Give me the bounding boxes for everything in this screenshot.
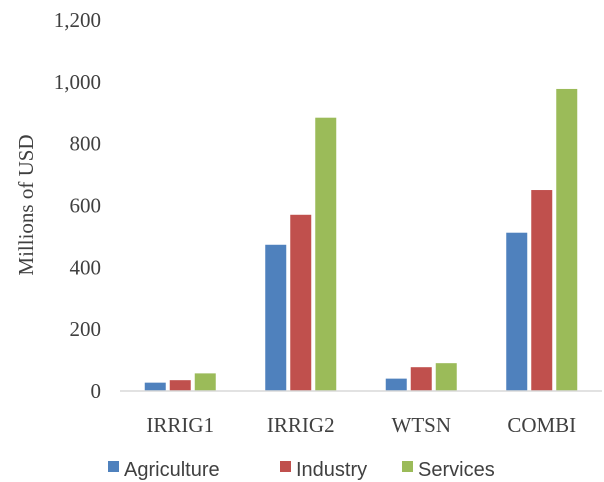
y-tick-label: 0 — [91, 379, 102, 403]
y-tick-label: 1,000 — [54, 70, 101, 94]
y-tick-label: 400 — [70, 255, 102, 279]
y-tick-label: 1,200 — [54, 8, 101, 32]
legend-swatch-industry — [280, 461, 291, 472]
x-tick-label: COMBI — [507, 413, 576, 437]
x-tick-label: IRRIG2 — [267, 413, 335, 437]
bar-services-irrig1 — [194, 373, 216, 391]
bar-services-combi — [556, 88, 578, 392]
legend-label-agriculture: Agriculture — [124, 459, 220, 481]
bar-industry-wtsn — [410, 367, 432, 391]
bars-group — [144, 88, 578, 392]
bar-industry-combi — [531, 190, 553, 391]
y-tick-label: 200 — [70, 317, 102, 341]
legend: Agriculture Industry Services — [108, 459, 495, 481]
y-axis-title: Millions of USD — [14, 134, 38, 275]
bar-agriculture-irrig1 — [144, 382, 166, 391]
legend-swatch-agriculture — [108, 461, 119, 472]
y-axis-ticks: 0 200 400 600 800 1,000 1,200 — [54, 8, 101, 403]
bar-agriculture-irrig2 — [265, 244, 287, 391]
bar-agriculture-wtsn — [385, 378, 407, 391]
bar-services-wtsn — [435, 363, 457, 391]
legend-label-services: Services — [418, 459, 495, 481]
legend-label-industry: Industry — [296, 459, 367, 481]
bar-industry-irrig1 — [169, 380, 191, 391]
x-tick-label: WTSN — [392, 413, 452, 437]
bar-industry-irrig2 — [290, 214, 312, 391]
legend-swatch-services — [402, 461, 413, 472]
y-tick-label: 800 — [70, 132, 102, 156]
bar-agriculture-combi — [506, 232, 528, 391]
x-tick-label: IRRIG1 — [146, 413, 214, 437]
bar-services-irrig2 — [315, 117, 337, 392]
y-tick-label: 600 — [70, 194, 102, 218]
x-axis-labels: IRRIG1 IRRIG2 WTSN COMBI — [146, 413, 576, 437]
